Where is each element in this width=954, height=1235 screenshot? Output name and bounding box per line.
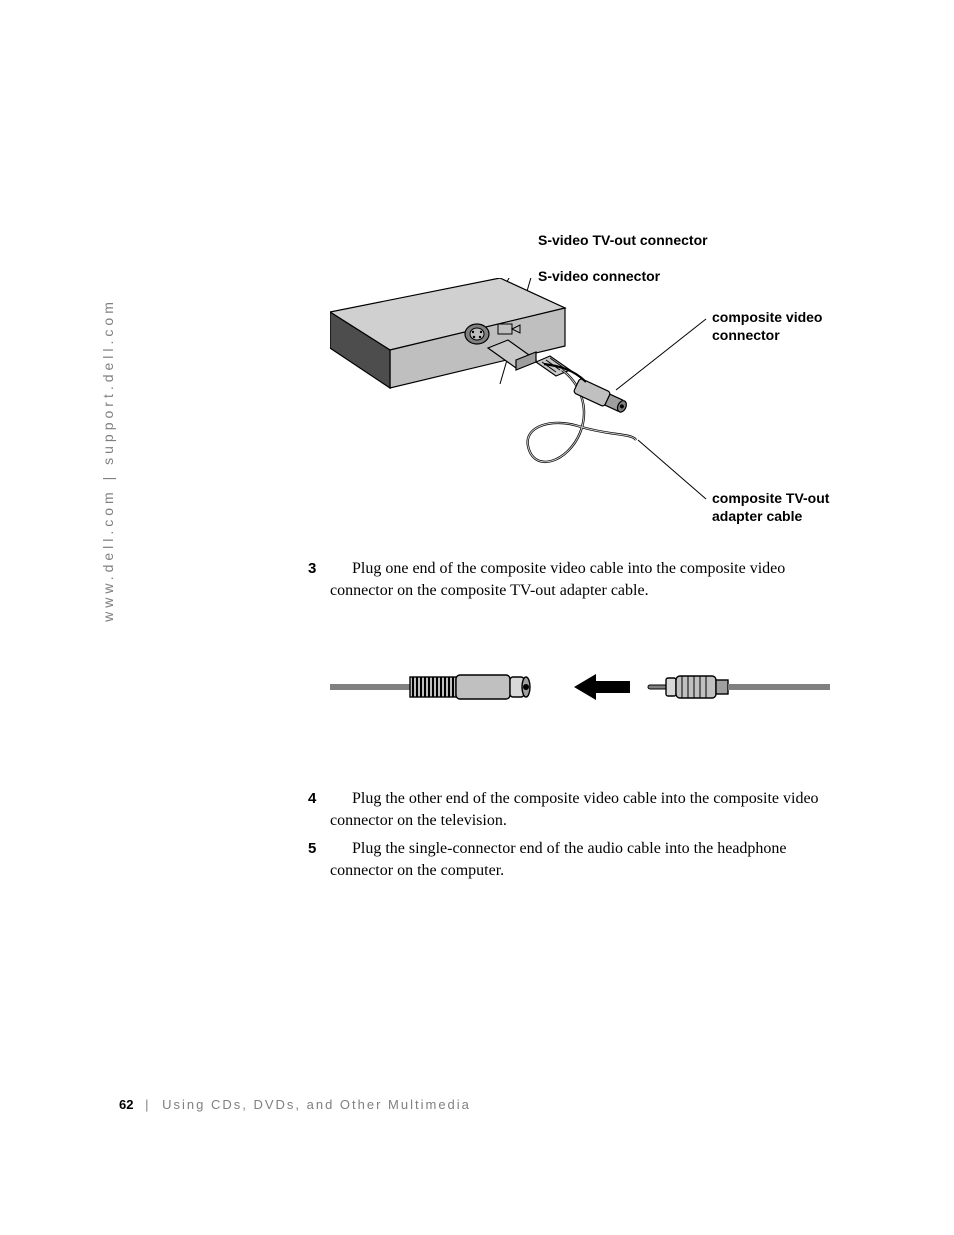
section-title: Using CDs, DVDs, and Other Multimedia xyxy=(162,1097,471,1112)
step-4-number: 4 xyxy=(308,788,316,809)
callout-svideo-connector: S-video connector xyxy=(538,268,660,286)
diagram-svideo-adapter: S-video TV-out connector S-video connect… xyxy=(330,210,850,540)
footer-separator: | xyxy=(145,1097,150,1112)
diagram2-svg xyxy=(330,662,830,712)
side-url-text: www.dell.com | support.dell.com xyxy=(100,298,116,622)
step-3: 3 Plug one end of the composite video ca… xyxy=(330,558,830,603)
step-3-text: Plug one end of the composite video cabl… xyxy=(330,560,785,599)
step-5-text: Plug the single-connector end of the aud… xyxy=(330,840,787,879)
page-number: 62 xyxy=(119,1097,133,1112)
step-4: 4 Plug the other end of the composite vi… xyxy=(330,788,830,833)
right-rca-plug xyxy=(648,676,728,698)
callout-composite-video-connector: composite videoconnector xyxy=(712,309,832,344)
laptop-body xyxy=(330,278,565,388)
page-footer: 62 | Using CDs, DVDs, and Other Multimed… xyxy=(119,1097,471,1112)
arrow-left-icon xyxy=(574,674,630,700)
callout-svideo-tvout: S-video TV-out connector xyxy=(538,232,708,250)
left-rca-jack xyxy=(410,675,530,699)
step-4-text: Plug the other end of the composite vide… xyxy=(330,790,819,829)
composite-video-connector-jack xyxy=(573,378,629,415)
step-5-number: 5 xyxy=(308,838,316,859)
adapter-cable xyxy=(488,340,636,462)
document-page: www.dell.com | support.dell.com xyxy=(0,0,954,1235)
step-5: 5 Plug the single-connector end of the a… xyxy=(330,838,830,883)
diagram-composite-cable xyxy=(330,662,830,722)
step-3-number: 3 xyxy=(308,558,316,579)
callout-composite-tvout-cable: composite TV-outadapter cable xyxy=(712,490,852,525)
svideo-port xyxy=(465,324,489,344)
